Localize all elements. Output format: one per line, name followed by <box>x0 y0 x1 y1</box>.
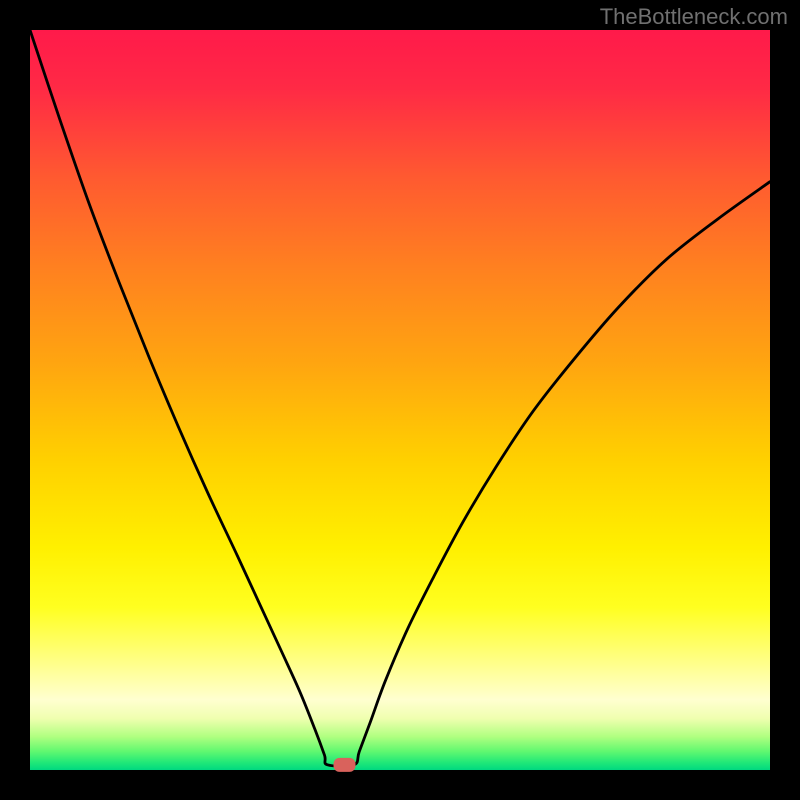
watermark-text: TheBottleneck.com <box>600 4 788 29</box>
current-position-marker <box>334 758 356 772</box>
chart-gradient-background <box>30 30 770 770</box>
bottleneck-chart: TheBottleneck.com <box>0 0 800 800</box>
